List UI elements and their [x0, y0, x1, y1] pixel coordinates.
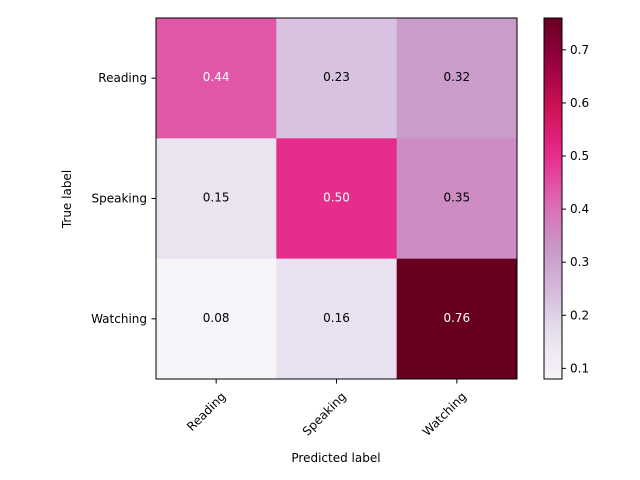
colorbar-tick-label: 0.3 — [570, 255, 589, 269]
cell-value-label: 0.08 — [203, 311, 230, 325]
cell-value-label: 0.15 — [203, 191, 230, 205]
cell-value-labels: 0.44 0.23 0.32 0.15 0.50 0.35 0.08 0.16 0.76 — [203, 70, 470, 325]
heatmap-cells — [156, 18, 518, 380]
colorbar-tick-label: 0.7 — [570, 43, 589, 57]
heatmap-cell — [396, 258, 518, 380]
cell-value-label: 0.35 — [443, 191, 470, 205]
heatmap-cell — [276, 258, 398, 380]
colorbar-ticks: 0.1 0.2 0.3 0.4 0.5 0.6 0.7 — [562, 43, 589, 375]
colorbar-tick-label: 0.1 — [570, 361, 589, 375]
cell-value-label: 0.16 — [323, 311, 350, 325]
y-tick-label: Speaking — [92, 192, 147, 206]
x-tick-label: Reading — [184, 389, 228, 433]
x-tick-label: Watching — [420, 389, 469, 438]
cell-value-label: 0.76 — [443, 311, 470, 325]
heatmap-cell — [396, 18, 518, 139]
colorbar-tick-label: 0.2 — [570, 308, 589, 322]
y-axis-ticks: Reading Speaking Watching — [91, 71, 156, 326]
y-axis-label: True label — [60, 170, 74, 229]
colorbar-tick-label: 0.5 — [570, 149, 589, 163]
cell-value-label: 0.23 — [323, 70, 350, 84]
cell-value-label: 0.44 — [203, 70, 230, 84]
colorbar — [543, 17, 563, 380]
heatmap-cell — [276, 18, 398, 139]
x-axis-label: Predicted label — [291, 451, 380, 465]
x-tick-label: Speaking — [300, 389, 349, 438]
cell-value-label: 0.32 — [443, 70, 470, 84]
heatmap-cell — [396, 138, 518, 260]
cell-value-label: 0.50 — [323, 191, 350, 205]
colorbar-tick-label: 0.6 — [570, 96, 589, 110]
heatmap-cell — [156, 258, 277, 380]
colorbar-tick-label: 0.4 — [570, 202, 589, 216]
heatmap-cell — [156, 138, 277, 260]
x-axis-ticks: Reading Speaking Watching — [184, 379, 469, 439]
heatmap-cell — [276, 138, 398, 260]
heatmap-cell — [156, 18, 277, 139]
y-tick-label: Watching — [91, 312, 147, 326]
y-tick-label: Reading — [98, 71, 147, 85]
